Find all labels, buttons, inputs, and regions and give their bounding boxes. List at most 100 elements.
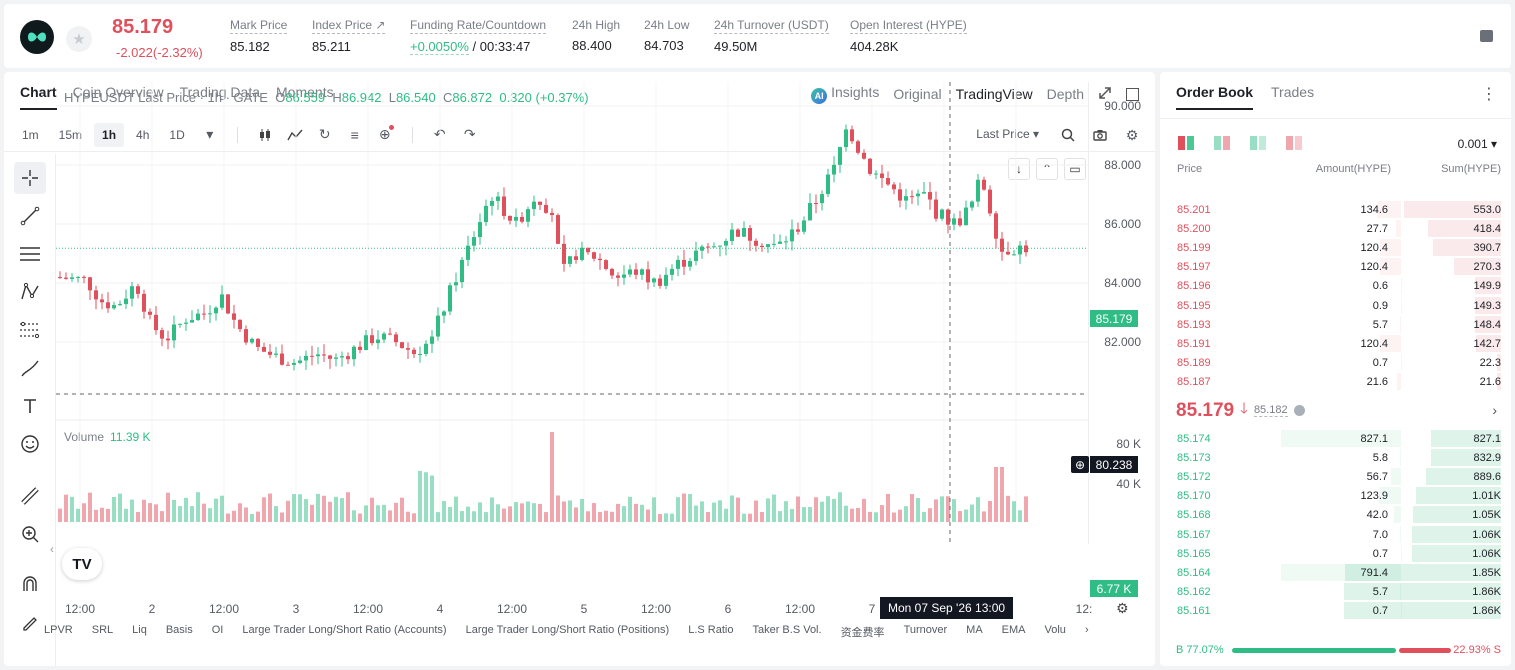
- stat-24h-turnover[interactable]: 24h Turnover (USDT) 49.50M: [714, 18, 829, 54]
- bid-row[interactable]: 85.172 56.7 889.6: [1160, 467, 1511, 486]
- collapse-panel-chevron-icon[interactable]: ‹: [50, 542, 54, 556]
- indicator-chip[interactable]: L.S Ratio: [688, 624, 734, 636]
- replay-icon[interactable]: ↻: [318, 126, 331, 142]
- stat-mark-price[interactable]: Mark Price 85.182: [230, 18, 288, 54]
- pattern-icon[interactable]: [14, 276, 46, 308]
- view-split-icon[interactable]: [1214, 136, 1230, 150]
- timeframe-15m[interactable]: 15m: [58, 127, 83, 142]
- tab-order-book[interactable]: Order Book: [1176, 84, 1254, 110]
- ask-row[interactable]: 85.195 0.9 149.3: [1160, 296, 1511, 315]
- timeframe-1d[interactable]: 1D: [169, 127, 185, 142]
- bid-row[interactable]: 85.170 123.9 1.01K: [1160, 486, 1511, 505]
- price-axis[interactable]: 90.000 88.000 86.000 84.000 82.000 80 K …: [1088, 82, 1151, 544]
- indicator-chip[interactable]: Liq: [132, 624, 147, 636]
- stat-index-price[interactable]: Index Price ↗ 85.211: [312, 18, 386, 54]
- templates-icon[interactable]: ≡: [350, 126, 359, 143]
- indicator-chip[interactable]: LPVR: [44, 624, 73, 636]
- redo-icon[interactable]: ↷: [463, 126, 476, 142]
- document-icon[interactable]: [1480, 30, 1493, 42]
- bid-row[interactable]: 85.173 5.8 832.9: [1160, 448, 1511, 467]
- timeframe-1h[interactable]: 1h: [94, 122, 125, 147]
- text-icon[interactable]: [14, 390, 46, 422]
- view-both-icon[interactable]: [1178, 136, 1194, 150]
- collapse-legend-button[interactable]: ⌃: [1036, 158, 1058, 180]
- precision-select[interactable]: 0.001 ▾: [1457, 137, 1497, 151]
- tab-chart[interactable]: Chart: [20, 84, 57, 110]
- indicator-chip[interactable]: Large Trader Long/Short Ratio (Positions…: [465, 624, 670, 636]
- ask-row[interactable]: 85.189 0.7 22.3: [1160, 353, 1511, 372]
- funding-rate-value[interactable]: +0.0050%: [410, 39, 469, 55]
- trend-line-icon[interactable]: [14, 200, 46, 232]
- view-bids-icon[interactable]: [1250, 136, 1266, 150]
- search-icon[interactable]: [1055, 124, 1081, 146]
- bid-row[interactable]: 85.161 0.7 1.86K: [1160, 601, 1511, 620]
- indicator-chip[interactable]: Large Trader Long/Short Ratio (Accounts): [242, 624, 447, 636]
- fullscreen-button[interactable]: ▭: [1064, 158, 1086, 180]
- tab-tradingview[interactable]: TradingView: [955, 86, 1033, 102]
- tab-trades[interactable]: Trades: [1271, 84, 1315, 100]
- ask-row[interactable]: 85.196 0.6 149.9: [1160, 276, 1511, 295]
- indicator-chip[interactable]: SRL: [91, 624, 114, 636]
- bid-row[interactable]: 85.164 791.4 1.85K: [1160, 563, 1511, 582]
- candlestick-icon[interactable]: [252, 124, 278, 146]
- zoom-in-icon[interactable]: [14, 518, 46, 550]
- tab-original[interactable]: Original: [893, 86, 942, 102]
- scroll-down-button[interactable]: ↓: [1008, 158, 1030, 180]
- candle-body: [724, 240, 728, 246]
- crosshair-icon[interactable]: [14, 162, 46, 194]
- pencil-lock-icon[interactable]: [14, 606, 46, 638]
- indicator-chip[interactable]: MA: [966, 624, 983, 636]
- chevron-right-icon[interactable]: ›: [1492, 402, 1497, 418]
- horizontal-lines-icon[interactable]: [14, 238, 46, 270]
- indicator-chip[interactable]: 资金费率: [840, 627, 885, 639]
- bid-row[interactable]: 85.174 827.1 827.1: [1160, 429, 1511, 448]
- indicators-icon[interactable]: [282, 124, 308, 146]
- ask-row[interactable]: 85.200 27.7 418.4: [1160, 219, 1511, 238]
- caret-down-icon[interactable]: ▾: [206, 126, 214, 142]
- ask-row[interactable]: 85.193 5.7 148.4: [1160, 315, 1511, 334]
- timeframe-4h[interactable]: 4h: [136, 127, 150, 142]
- stat-funding-rate[interactable]: Funding Rate/Countdown +0.0050% / 00:33:…: [410, 18, 547, 55]
- ask-row[interactable]: 85.187 21.6 21.6: [1160, 372, 1511, 391]
- tab-insights[interactable]: AI Insights: [811, 84, 879, 104]
- ask-row[interactable]: 85.201 134.6 553.0: [1160, 200, 1511, 219]
- bid-row[interactable]: 85.162 5.7 1.86K: [1160, 582, 1511, 601]
- brush-icon[interactable]: [14, 352, 46, 384]
- magnet-icon[interactable]: [14, 568, 46, 600]
- bid-row[interactable]: 85.168 42.0 1.05K: [1160, 505, 1511, 524]
- more-options-icon[interactable]: ⋮: [1481, 86, 1497, 103]
- indicator-chip[interactable]: Taker B.S Vol.: [752, 624, 822, 636]
- settings-gear-icon[interactable]: ⚙: [1125, 126, 1139, 143]
- tab-moments[interactable]: Moments: [276, 84, 334, 100]
- stat-open-interest[interactable]: Open Interest (HYPE) 404.28K: [850, 18, 967, 54]
- tab-coin-overview[interactable]: Coin Overview: [72, 84, 164, 100]
- indicator-chip[interactable]: Basis: [165, 624, 193, 636]
- indicator-chip[interactable]: Volu: [1044, 624, 1066, 636]
- view-asks-icon[interactable]: [1286, 136, 1302, 150]
- indicator-chip[interactable]: Turnover: [903, 624, 948, 636]
- ask-row[interactable]: 85.199 120.4 390.7: [1160, 238, 1511, 257]
- fib-tool-icon[interactable]: [14, 314, 46, 346]
- favorite-star-icon[interactable]: ★: [66, 26, 92, 52]
- add-indicator-icon[interactable]: ⊕: [372, 124, 398, 146]
- add-alert-icon[interactable]: ⊕: [1071, 456, 1089, 473]
- chart-settings-icon[interactable]: ⚙: [1116, 600, 1129, 616]
- expand-icon[interactable]: [1098, 86, 1112, 103]
- tab-depth[interactable]: Depth: [1046, 86, 1084, 102]
- indicator-chip[interactable]: OI: [211, 624, 224, 636]
- timeframe-1m[interactable]: 1m: [22, 127, 39, 142]
- ask-row[interactable]: 85.197 120.4 270.3: [1160, 257, 1511, 276]
- time-axis[interactable]: 12:00 2 12:00 3 12:00 4 12:00 5 12:00 6 12:00 7 12:: [56, 600, 1092, 620]
- camera-icon[interactable]: [1087, 124, 1113, 146]
- emoji-icon[interactable]: [14, 428, 46, 460]
- candlestick-chart[interactable]: [56, 82, 1088, 544]
- ask-row[interactable]: 85.191 120.4 142.7: [1160, 334, 1511, 353]
- chevron-right-icon[interactable]: ›: [1084, 624, 1089, 636]
- bid-row[interactable]: 85.167 7.0 1.06K: [1160, 525, 1511, 544]
- bid-row[interactable]: 85.165 0.7 1.06K: [1160, 544, 1511, 563]
- tab-trading-data[interactable]: Trading Data: [179, 84, 261, 100]
- window-icon[interactable]: [1126, 87, 1139, 101]
- ruler-icon[interactable]: [14, 480, 46, 512]
- mid-price-row[interactable]: 85.179 🡓 85.182: [1176, 398, 1305, 423]
- indicator-chip[interactable]: EMA: [1001, 624, 1026, 636]
